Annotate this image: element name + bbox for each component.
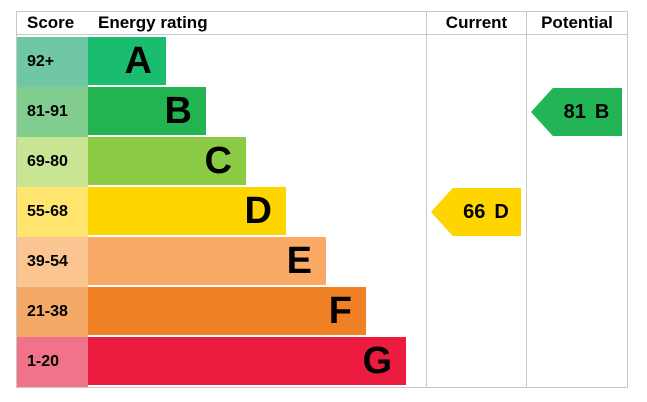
band-letter: D [244,190,272,232]
band-row-g: 1-20 G [17,337,627,387]
band-letter: B [164,90,192,132]
band-row-a: 92+ A [17,37,627,87]
band-bar-d: D [88,187,286,235]
score-range-label: 39-54 [27,253,68,270]
band-row-f: 21-38 F [17,287,627,337]
current-rating-arrow: 66 D [431,188,521,236]
potential-band-letter: B [594,100,610,123]
band-bar-c: C [88,137,246,185]
score-range-label: 92+ [27,53,55,70]
band-letter: E [286,240,312,282]
score-range-label: 81-91 [27,103,68,120]
score-range-d: 55-68 [17,187,88,237]
current-score: 66 [463,200,486,223]
header-row: Score Energy rating Current Potential [17,12,627,35]
current-column-header: Current [426,12,526,34]
band-bar-b: B [88,87,206,135]
score-range-label: 69-80 [27,153,68,170]
band-letter: C [204,140,232,182]
potential-column-header: Potential [526,12,627,34]
band-row-c: 69-80 C [17,137,627,187]
epc-rating-chart: Score Energy rating Current Potential 92… [16,11,628,388]
score-range-g: 1-20 [17,337,88,387]
band-bar-a: A [88,37,166,85]
score-range-label: 55-68 [27,203,68,220]
band-row-b: 81-91 B 81 B [17,87,627,137]
band-bar-e: E [88,237,326,285]
score-range-a: 92+ [17,37,88,87]
band-letter: A [124,40,152,82]
energy-rating-column-header: Energy rating [98,13,208,32]
score-range-label: 21-38 [27,303,68,320]
potential-score: 81 [563,100,586,123]
band-row-d: 55-68 D 66 D [17,187,627,237]
band-bar-g: G [88,337,406,385]
score-range-c: 69-80 [17,137,88,187]
band-row-e: 39-54 E [17,237,627,287]
band-letter: F [328,290,352,332]
score-range-label: 1-20 [27,353,60,370]
current-band-letter: D [494,200,509,223]
header-spacer [17,35,627,37]
band-bar-f: F [88,287,366,335]
score-range-e: 39-54 [17,237,88,287]
potential-rating-arrow: 81 B [531,88,622,136]
band-letter: G [362,340,392,382]
score-range-b: 81-91 [17,87,88,137]
score-range-f: 21-38 [17,287,88,337]
score-column-header: Score [27,13,75,32]
